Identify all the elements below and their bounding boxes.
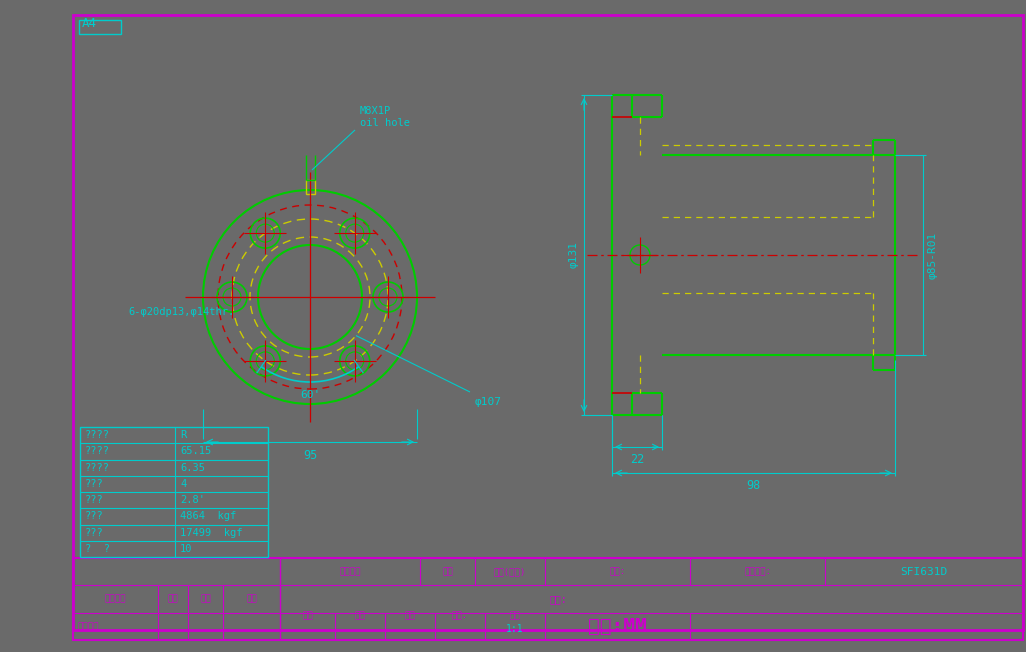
Text: 10: 10 [180, 544, 193, 554]
Text: 单位:MM: 单位:MM [588, 617, 646, 636]
Text: ???: ??? [85, 495, 104, 505]
Text: ?  ?: ? ? [85, 544, 110, 554]
Text: 95: 95 [303, 449, 317, 462]
Text: 比例: 比例 [510, 611, 520, 620]
Text: 材料:: 材料: [550, 594, 567, 604]
Text: φ107: φ107 [475, 397, 502, 407]
Text: 6.35: 6.35 [180, 463, 205, 473]
Bar [306, 180, 315, 194]
Text: SFI631D: SFI631D [901, 567, 948, 576]
Text: 1:1: 1:1 [506, 624, 524, 634]
Text: ???: ??? [85, 527, 104, 538]
Text: ???: ??? [85, 511, 104, 522]
Text: 签名: 签名 [246, 595, 256, 604]
Text: ????: ???? [85, 447, 110, 456]
Text: R: R [180, 430, 187, 440]
Text: ???: ??? [85, 479, 104, 489]
Bar [73, 558, 1023, 640]
Text: 日期: 日期 [442, 567, 452, 576]
Text: 视角.: 视角. [451, 611, 468, 620]
Text: 65.15: 65.15 [180, 447, 211, 456]
Text: 98: 98 [746, 479, 760, 492]
Text: 2.8': 2.8' [180, 495, 205, 505]
Text: ????: ???? [85, 463, 110, 473]
Text: 设计: 设计 [355, 611, 365, 620]
Text: 客户确认: 客户确认 [78, 622, 100, 631]
Text: φ131: φ131 [569, 241, 579, 269]
Text: 数量(单台): 数量(单台) [494, 567, 526, 576]
Text: 6-φ20dp13,φ14thr.: 6-φ20dp13,φ14thr. [128, 307, 234, 317]
Bar [80, 427, 268, 557]
Text: 日期: 日期 [200, 595, 211, 604]
Bar [79, 20, 121, 34]
Text: 4: 4 [180, 479, 187, 489]
Text: 4864  kgf: 4864 kgf [180, 511, 236, 522]
Text: 参考图号:: 参考图号: [744, 567, 771, 576]
Text: M8X1P
oil hole: M8X1P oil hole [360, 106, 410, 128]
Text: 绘图: 绘图 [302, 611, 313, 620]
Text: 型号:: 型号: [609, 567, 626, 576]
Text: 17499  kgf: 17499 kgf [180, 527, 242, 538]
Text: A4: A4 [82, 17, 97, 30]
Text: 客户名称: 客户名称 [340, 567, 361, 576]
Text: 更改标记: 更改标记 [105, 595, 126, 604]
Text: φ85-R01: φ85-R01 [928, 231, 938, 278]
Text: 审核: 审核 [404, 611, 416, 620]
Text: 22: 22 [630, 453, 644, 466]
Text: ????: ???? [85, 430, 110, 440]
Text: 60': 60' [300, 390, 320, 400]
Text: 处数: 处数 [167, 595, 179, 604]
